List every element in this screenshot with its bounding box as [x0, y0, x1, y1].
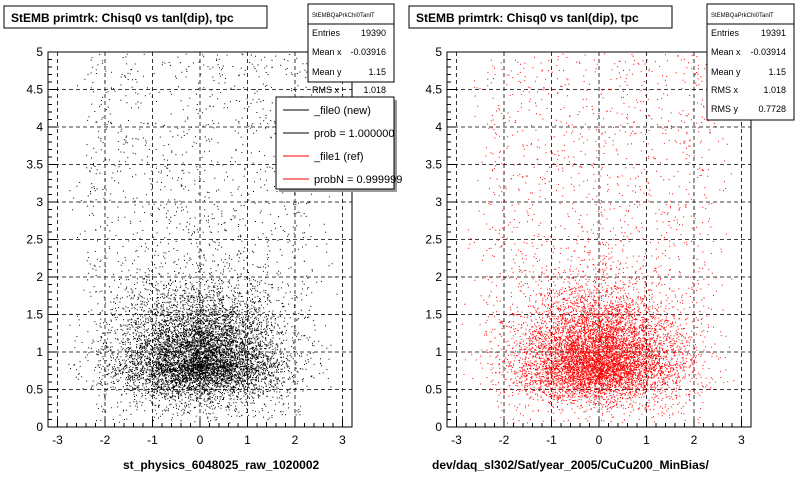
left-x-axis-label: st_physics_6048025_raw_1020002 — [123, 458, 319, 472]
right-y-tick-label: 3.5 — [425, 158, 442, 172]
left-stat-label: Entries — [312, 28, 341, 38]
right-stat-value: -0.03914 — [750, 47, 786, 57]
right-stat-label: RMS x — [711, 85, 739, 95]
right-stats-header: StEMBQaPrkChi0TanlT — [711, 13, 774, 19]
left-y-tick-label: 0 — [36, 420, 43, 434]
left-stat-value: 1.018 — [363, 85, 386, 95]
left-axes: -3 -2 -1 0 1 2 3 0 0.5 1 1.5 2 2.5 3 3.5 4 4.5 5 — [26, 45, 353, 447]
legend-entry-prob: prob = 1.000000 — [314, 128, 394, 140]
right-stat-value: 0.7728 — [758, 104, 786, 114]
right-chart-title: StEMB primtrk: Chisq0 vs tanl(dip), tpc — [416, 11, 639, 25]
legend-entry-probn: probN = 0.999999 — [314, 174, 402, 186]
right-x-tick-label: 1 — [643, 433, 650, 447]
left-title-box — [3, 5, 268, 29]
right-y-tick-label: 3 — [435, 195, 442, 209]
left-x-tick-label: 0 — [197, 433, 204, 447]
right-y-tick-label: 0.5 — [425, 383, 442, 397]
right-x-tick-label: -1 — [546, 433, 557, 447]
left-x-tick-label: 2 — [292, 433, 299, 447]
left-x-tick-label: 1 — [244, 433, 251, 447]
right-y-tick-label: 1 — [435, 345, 442, 359]
left-y-tick-label: 2 — [36, 270, 43, 284]
right-y-tick-label: 2.5 — [425, 233, 442, 247]
left-scatter-points — [68, 53, 338, 424]
right-x-tick-label: 3 — [738, 433, 745, 447]
left-stat-value: 19390 — [361, 28, 386, 38]
right-x-tick-label: -3 — [451, 433, 462, 447]
right-x-tick-label: 2 — [691, 433, 698, 447]
legend: _file0 (new) prob = 1.000000 _file1 (ref… — [275, 96, 402, 192]
right-y-tick-label: 4 — [435, 120, 442, 134]
right-stat-value: 1.15 — [768, 67, 786, 77]
left-stat-label: Mean x — [312, 47, 342, 57]
right-points — [461, 53, 735, 424]
left-y-tick-label: 2.5 — [26, 233, 43, 247]
left-stat-value: 1.15 — [368, 67, 386, 77]
left-panel: -3 -2 -1 0 1 2 3 0 0.5 1 1.5 2 2.5 3 3.5 4 4.5 5 StEMB pr… — [3, 3, 402, 472]
left-y-tick-label: 5 — [36, 45, 43, 59]
right-y-tick-label: 4.5 — [425, 83, 442, 97]
left-y-tick-label: 1 — [36, 345, 43, 359]
right-panel: -3 -2 -1 0 1 2 3 0 0.5 1 1.5 2 2.5 3 3.5 4 4.5 5 StEMB pr… — [408, 3, 795, 472]
right-title-box — [408, 5, 673, 29]
left-y-tick-label: 1.5 — [26, 308, 43, 322]
left-stats-box: StEMBQaPrkChi0TanlT Entries 19390 Mean x… — [307, 3, 395, 95]
left-stats-header: StEMBQaPrkChi0TanlT — [312, 13, 375, 19]
left-x-tick-label: -1 — [147, 433, 158, 447]
left-chart-title: StEMB primtrk: Chisq0 vs tanl(dip), tpc — [11, 11, 234, 25]
right-stats-box: StEMBQaPrkChi0TanlT Entries 19391 Mean x… — [706, 3, 795, 121]
left-x-tick-label: -3 — [52, 433, 63, 447]
right-stat-value: 19391 — [761, 28, 786, 38]
right-y-tick-label: 5 — [435, 45, 442, 59]
right-x-axis-label: dev/daq_sl302/Sat/year_2005/CuCu200_MinB… — [432, 458, 709, 472]
right-x-tick-label: 0 — [596, 433, 603, 447]
right-y-tick-label: 1.5 — [425, 308, 442, 322]
left-stat-label: Mean y — [312, 67, 342, 77]
left-y-tick-label: 3.5 — [26, 158, 43, 172]
right-y-tick-label: 2 — [435, 270, 442, 284]
right-scatter-points — [461, 53, 735, 424]
left-y-tick-label: 3 — [36, 195, 43, 209]
right-stat-label: Mean y — [711, 67, 741, 77]
left-y-tick-label: 4.5 — [26, 83, 43, 97]
left-stat-value: -0.03916 — [350, 47, 386, 57]
right-axes: -3 -2 -1 0 1 2 3 0 0.5 1 1.5 2 2.5 3 3.5 4 4.5 5 — [425, 45, 752, 447]
right-stat-label: RMS y — [711, 104, 739, 114]
left-x-tick-label: -2 — [100, 433, 111, 447]
right-y-tick-label: 0 — [435, 420, 442, 434]
left-y-tick-label: 0.5 — [26, 383, 43, 397]
left-points — [68, 53, 338, 424]
left-stat-label: RMS x — [312, 85, 340, 95]
right-stat-label: Entries — [711, 28, 740, 38]
legend-entry-file0: _file0 (new) — [313, 105, 371, 117]
left-y-tick-label: 4 — [36, 120, 43, 134]
legend-entry-file1: _file1 (ref) — [313, 151, 364, 163]
right-stat-value: 1.018 — [763, 85, 786, 95]
right-x-tick-label: -2 — [499, 433, 510, 447]
left-x-tick-label: 3 — [339, 433, 346, 447]
right-stat-label: Mean x — [711, 47, 741, 57]
